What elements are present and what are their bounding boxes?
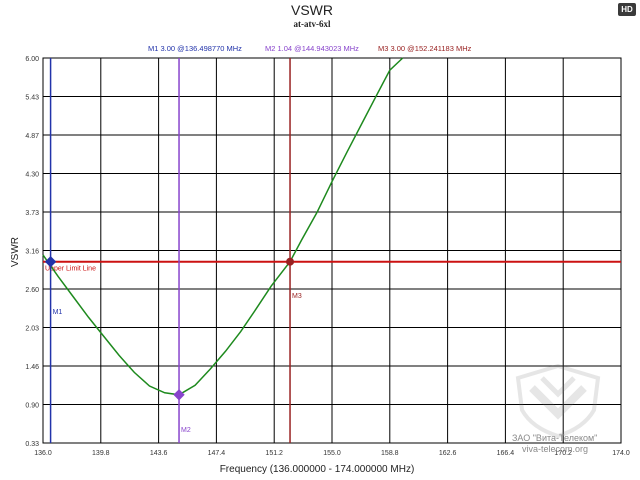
vswr-series bbox=[42, 57, 404, 396]
marker-readout-m2: M2 1.04 @144.943023 MHz bbox=[265, 44, 359, 53]
marker-readout-m1: M1 3.00 @136.498770 MHz bbox=[148, 44, 242, 53]
y-tick-label: 4.87 bbox=[25, 133, 39, 140]
x-axis-label: Frequency (136.000000 - 174.000000 MHz) bbox=[220, 464, 415, 475]
marker-readout-m3: M3 3.00 @152.241183 MHz bbox=[378, 44, 472, 53]
y-tick-label: 0.33 bbox=[25, 441, 39, 448]
marker-point-m2[interactable] bbox=[173, 389, 185, 401]
grid-lines bbox=[43, 58, 621, 443]
watermark-url: viva-telecom.org bbox=[522, 444, 589, 454]
shield-logo-icon bbox=[515, 364, 601, 438]
chart-title: VSWR bbox=[291, 2, 333, 18]
y-tick-label: 4.30 bbox=[25, 172, 39, 179]
y-axis-label: VSWR bbox=[10, 237, 21, 267]
y-tick-label: 2.60 bbox=[25, 287, 39, 294]
x-tick-label: 147.4 bbox=[208, 450, 226, 457]
vswr-curve bbox=[42, 57, 404, 396]
x-tick-label: 136.0 bbox=[34, 450, 52, 457]
x-tick-label: 158.8 bbox=[381, 450, 399, 457]
y-tick-label: 2.03 bbox=[25, 326, 39, 333]
x-tick-labels: 136.0 139.8 143.6 147.4 151.2 155.0 158.8 162.6… bbox=[34, 450, 630, 457]
y-tick-label: 6.00 bbox=[25, 56, 39, 63]
x-tick-label: 174.0 bbox=[612, 450, 630, 457]
marker-label-m1: M1 bbox=[53, 309, 63, 316]
marker-readouts: M1 3.00 @136.498770 MHz M2 1.04 @144.9430… bbox=[148, 44, 472, 53]
y-tick-labels: 0.33 0.90 1.46 2.03 2.60 3.16 3.73 4.30 4.87 5.43… bbox=[25, 56, 39, 448]
y-tick-label: 3.73 bbox=[25, 210, 39, 217]
y-tick-label: 0.90 bbox=[25, 403, 39, 410]
marker-point-m1[interactable] bbox=[44, 256, 57, 268]
x-tick-label: 143.6 bbox=[150, 450, 168, 457]
y-tick-label: 3.16 bbox=[25, 249, 39, 256]
upper-limit-line: Upper Limit Line bbox=[43, 260, 621, 273]
x-tick-label: 170.2 bbox=[554, 450, 572, 457]
chart-subtitle: at-atv-6xl bbox=[294, 19, 331, 29]
marker-point-m3[interactable] bbox=[286, 257, 295, 266]
x-tick-label: 166.4 bbox=[497, 450, 515, 457]
marker-label-m3: M3 bbox=[292, 293, 302, 300]
x-tick-label: 162.6 bbox=[439, 450, 457, 457]
hd-badge[interactable]: HD bbox=[618, 3, 636, 16]
x-tick-label: 151.2 bbox=[265, 450, 283, 457]
x-tick-label: 139.8 bbox=[92, 450, 110, 457]
y-tick-label: 1.46 bbox=[25, 364, 39, 371]
markers: M1 M2 M3 bbox=[44, 58, 302, 443]
watermark-company: ЗАО "Вита-Телеком" bbox=[512, 433, 598, 443]
x-tick-label: 155.0 bbox=[323, 450, 341, 457]
upper-limit-label: Upper Limit Line bbox=[45, 266, 96, 273]
y-tick-label: 5.43 bbox=[25, 95, 39, 102]
marker-label-m2: M2 bbox=[181, 427, 191, 434]
